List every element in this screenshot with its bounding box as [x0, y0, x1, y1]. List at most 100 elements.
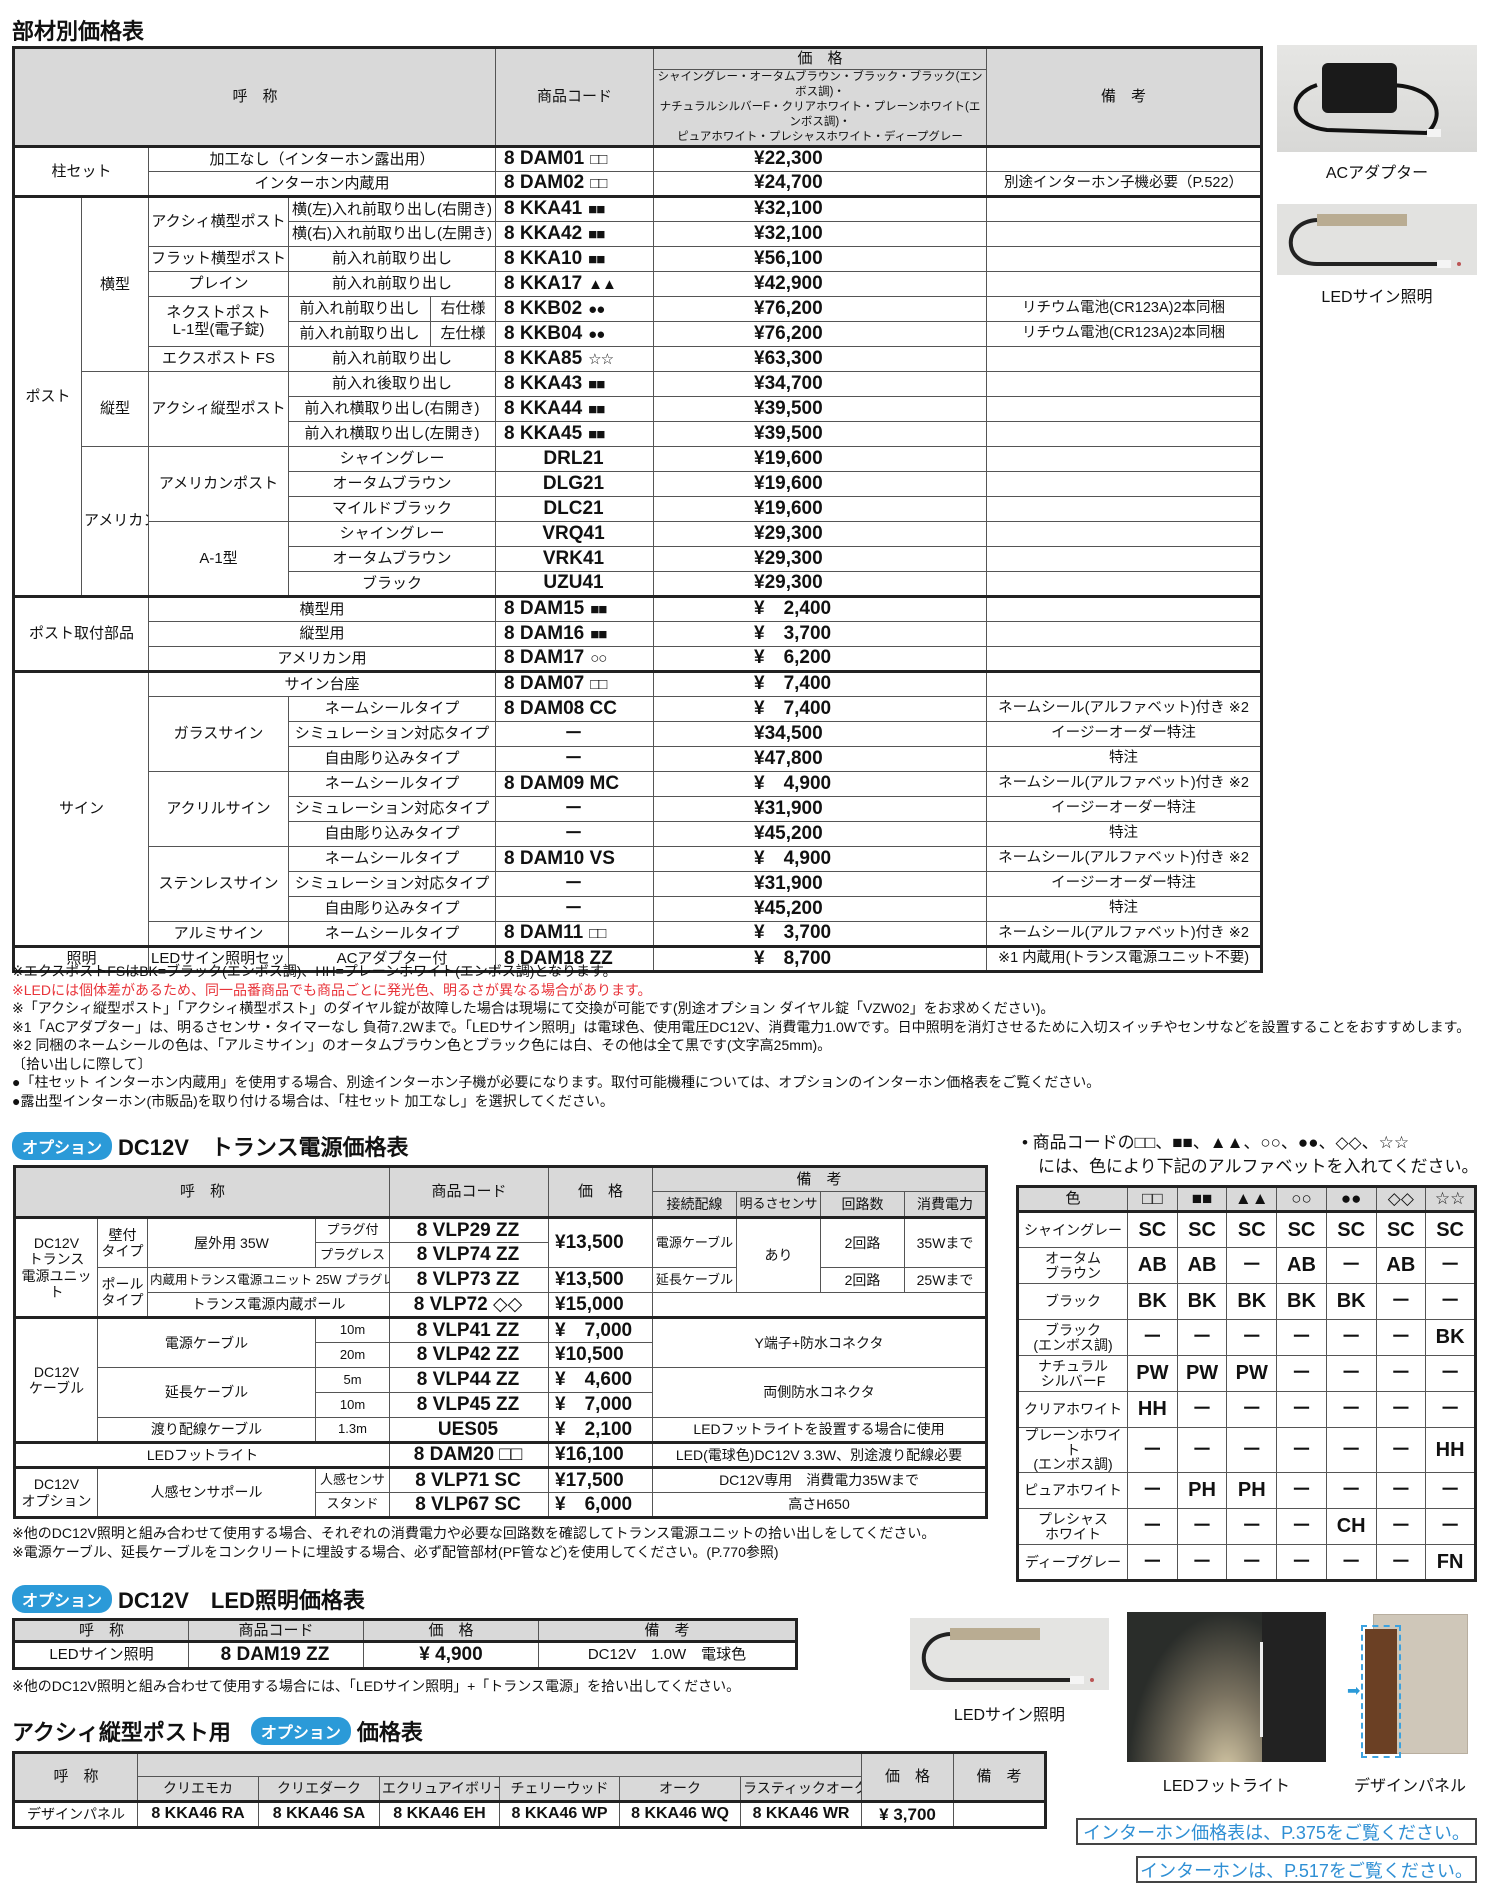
cell-variant: シミュレーション対応タイプ — [288, 795, 496, 822]
cell-g: ポスト取付部品 — [13, 594, 149, 672]
cell-variant: 自由彫り込みタイプ — [288, 820, 496, 847]
note-line: ※エクスポストFSはBK=ブラック(エンボス調)、HH=プレーンホワイト(エンボ… — [12, 963, 617, 979]
header-code: 商品コード — [188, 1619, 364, 1643]
table-row: DC12V ケーブル 電源ケーブル 10m 8 VLP41 ZZ ¥ 7,000 Y端子+… — [14, 1316, 988, 1443]
intercom-price-link[interactable]: インターホン価格表は、P.375をご覧ください。 — [1076, 1818, 1477, 1845]
cell-code: 8 KKA46 WQ — [619, 1801, 741, 1828]
led-strip-icon — [1288, 214, 1461, 268]
cell-color-code: － — [1325, 1391, 1377, 1428]
led-sign-light-caption-2: LEDサイン照明 — [953, 1707, 1066, 1724]
cell-code: 8 KKA85 ☆☆ — [495, 345, 654, 372]
cell-price: ¥17,500 — [548, 1466, 654, 1493]
cell-code: － — [495, 870, 654, 897]
color-symbol-icon: ■■ — [588, 250, 605, 268]
cell-price: ¥ 4,900 — [363, 1641, 539, 1669]
cell-color-code: BK — [1425, 1319, 1476, 1356]
cell-sub: 横型 — [81, 194, 149, 372]
cell-power: 25Wまで — [904, 1267, 988, 1293]
note-line: ※「アクシィ縦型ポスト」「アクシィ横型ポスト」のダイヤル錠が故障した場合は現場に… — [12, 1000, 1055, 1016]
product-code: 8 KKA41 — [504, 198, 583, 220]
cell-color-code: － — [1176, 1426, 1228, 1474]
product-code: 8 DAM02 — [504, 172, 585, 194]
cell-name: アルミサイン — [148, 920, 289, 947]
cell-note — [986, 245, 1262, 272]
cell-name: LEDサイン照明セット — [148, 944, 289, 972]
table-row: ディープグレー－－－－－－ FN — [1017, 1544, 1476, 1582]
color-intro-line: には、色により下記のアルファベットを入れてください。 — [1038, 1157, 1479, 1176]
cell-color-name: ディープグレー — [1017, 1544, 1128, 1582]
cell-price: ¥34,500 — [653, 720, 987, 747]
note-line: ※LEDには個体差があるため、同一品番商品でも商品ごとに発光色、明るさが異なる場… — [12, 981, 652, 998]
cell-variant: 自由彫り込みタイプ — [288, 895, 496, 922]
cell-code: 8 DAM17 ○○ — [495, 645, 654, 672]
cell-price: ¥10,500 — [548, 1342, 654, 1368]
table-row: ナチュラル シルバーF PW PW PW －－－－ — [1017, 1355, 1476, 1392]
cell-note: イージーオーダー特注 — [986, 720, 1262, 747]
cell-variant: ネームシールタイプ — [288, 845, 496, 872]
product-code: 8 DAM18 ZZ — [504, 947, 613, 969]
cell-price: ¥47,800 — [653, 745, 987, 772]
cell-price: ¥29,300 — [653, 545, 987, 572]
cell-c: 屋外用 35W — [147, 1217, 316, 1268]
header-color: チェリーウッド — [499, 1776, 620, 1803]
cell-name: インターホン内蔵用 — [148, 170, 496, 197]
cell-c: 延長ケーブル — [97, 1367, 316, 1418]
cell-code: 8 VLP74 ZZ — [389, 1242, 550, 1268]
cell-code: DLC21 — [495, 495, 654, 522]
cell-color-code: － — [1127, 1544, 1178, 1582]
cell-color-code: － — [1127, 1508, 1178, 1546]
table-row: スタンド 8 VLP67 SC ¥ 6,000 高さH650 — [15, 1492, 988, 1518]
arrow-right-icon: ➡ — [1347, 1683, 1361, 1700]
cell-price: ¥16,100 — [548, 1441, 654, 1468]
cell-variant: 前入れ前取り出し — [288, 270, 496, 297]
cell-name: デザインパネル — [13, 1801, 138, 1828]
cell-variant: シャイングレー — [288, 520, 496, 547]
header-wiring: 接続配線 — [652, 1191, 738, 1219]
design-panel-icon — [1361, 1625, 1401, 1758]
table-row: 横(右)入れ前取り出し(左開き) 8 KKA42 ■■ ¥32,100 — [14, 220, 1262, 247]
header-code: 商品コード — [389, 1166, 550, 1219]
table-row: ブラック BK BK BK BK BK －－ — [1017, 1283, 1476, 1320]
cell-note — [986, 520, 1262, 547]
cell-name: 加工なし（インターホン露出用） — [148, 145, 496, 172]
color-code-intro: • 商品コードの□□、■■、▲▲、○○、●●、◇◇、☆☆ には、色により下記のア… — [1022, 1131, 1478, 1179]
table-row: 照明 LEDサイン照明セット ACアダプター付 8 DAM18 ZZ ¥ 8,700 ※1… — [13, 944, 1262, 972]
cell-wiring: 延長ケーブル — [652, 1267, 738, 1293]
cell-code: － — [495, 745, 654, 772]
cell-color-code: － — [1226, 1426, 1278, 1474]
cell-a: DC12V オプション — [14, 1466, 98, 1518]
design-panel-image: ➡ — [1343, 1609, 1477, 1762]
cell-price: ¥15,000 — [548, 1292, 654, 1318]
table-row: ネクストポスト L-1型(電子錠) 前入れ前取り出し 右仕様 8 KKB02 ●● ¥76… — [14, 295, 1262, 347]
cell-price: ¥ 3,700 — [653, 620, 987, 647]
product-code: － — [563, 747, 583, 769]
cell-color-name: クリアホワイト — [1017, 1391, 1128, 1428]
cell-code: 8 DAM08 CC — [495, 695, 654, 722]
ac-adapter-icon — [1293, 63, 1441, 137]
intercom-link[interactable]: インターホンは、P.517をご覧ください。 — [1136, 1856, 1477, 1883]
trans-notes: ※他のDC12V照明と組み合わせて使用する場合、それぞれの消費電力や必要な回路数… — [12, 1524, 935, 1561]
table-row: DC12V オプション 人感センサポール 人感センサ 8 VLP71 SC ¥17,50… — [14, 1466, 988, 1518]
product-code: － — [563, 722, 583, 744]
cell-color-code: AB — [1176, 1247, 1228, 1284]
symbol-header-icon: ◇◇ — [1375, 1186, 1427, 1213]
cell-color-name: オータム ブラウン — [1017, 1247, 1128, 1284]
product-code: 8 KKA85 — [504, 347, 583, 369]
cell-color-name: シャイングレー — [1017, 1211, 1128, 1248]
cell-name: ステンレスサイン — [148, 845, 289, 922]
cell-price: ¥ 4,900 — [653, 770, 987, 797]
cell-code: 8 VLP42 ZZ — [389, 1342, 550, 1368]
cell-color-code: FN — [1425, 1544, 1476, 1582]
cell-name: A-1型 — [148, 520, 289, 597]
cell-variant: 前入れ前取り出し — [288, 295, 431, 322]
cell-price: ¥ 6,000 — [548, 1492, 654, 1518]
cell-code: 8 VLP45 ZZ — [389, 1392, 550, 1418]
cell-color-code: PW — [1226, 1355, 1278, 1392]
led-title: DC12V LED照明価格表 — [118, 1588, 365, 1613]
color-symbol-icon: □□ — [589, 925, 606, 943]
table-row: トランス電源内蔵ポール 8 VLP72 ◇◇ ¥15,000 — [15, 1292, 988, 1318]
header-power: 消費電力 — [904, 1191, 988, 1219]
table-row: 渡り配線ケーブル 1.3m UES05 ¥ 2,100 LEDフットライトを設置する場合… — [15, 1417, 988, 1443]
cell-price: ¥13,500 — [548, 1217, 654, 1268]
cell-price: ¥ 7,400 — [653, 695, 987, 722]
